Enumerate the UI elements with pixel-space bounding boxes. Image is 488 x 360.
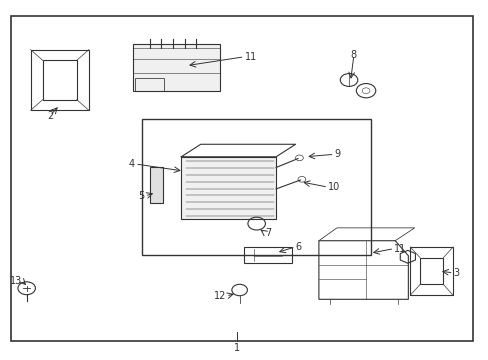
Text: 1: 1	[234, 343, 240, 353]
Bar	[30, 50, 89, 111]
Bar	[132, 44, 220, 91]
Bar	[181, 157, 276, 219]
Text: 12: 12	[213, 291, 225, 301]
Text: 7: 7	[264, 228, 271, 238]
Bar	[149, 167, 163, 203]
Text: 8: 8	[350, 50, 356, 60]
Bar	[142, 119, 370, 255]
Bar	[135, 78, 164, 91]
Bar	[42, 60, 77, 100]
Text: 11: 11	[393, 244, 406, 253]
Text: 9: 9	[334, 149, 340, 159]
Text: 2: 2	[47, 111, 53, 121]
Text: 3: 3	[453, 268, 459, 278]
Bar	[419, 258, 443, 284]
Text: 13: 13	[10, 276, 22, 286]
Text: 5: 5	[138, 191, 144, 201]
Text: 6: 6	[295, 242, 301, 252]
Bar	[409, 247, 452, 295]
Text: 11: 11	[244, 52, 256, 62]
Text: 10: 10	[327, 182, 340, 192]
Text: 4: 4	[129, 159, 135, 169]
